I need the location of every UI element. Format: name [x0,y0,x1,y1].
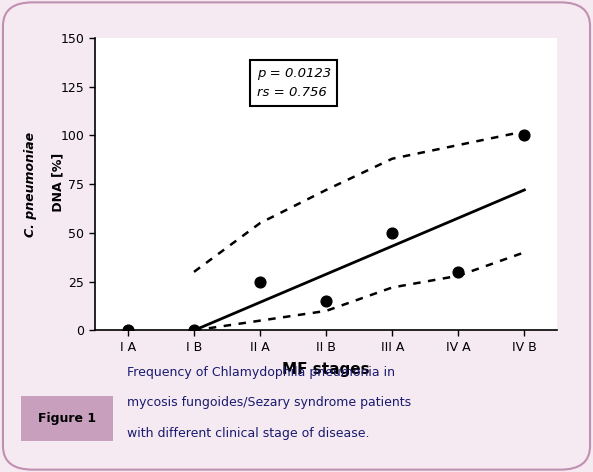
Text: Figure 1: Figure 1 [37,413,96,425]
Point [256,278,265,286]
Point [387,229,397,236]
Text: C. pneumoniae: C. pneumoniae [24,132,37,236]
Text: with different clinical stage of disease.: with different clinical stage of disease… [127,427,370,440]
Point [454,268,463,276]
Text: Frequency of Chlamydophila pneumonia in: Frequency of Chlamydophila pneumonia in [127,366,396,379]
Text: p = 0.0123
rs = 0.756: p = 0.0123 rs = 0.756 [257,67,331,99]
Text: mycosis fungoides/Sezary syndrome patients: mycosis fungoides/Sezary syndrome patien… [127,396,412,410]
Point [123,327,133,334]
X-axis label: MF stages: MF stages [282,362,370,377]
Point [519,132,529,139]
Text: DNA [%]: DNA [%] [52,152,65,216]
Point [321,297,331,305]
Point [189,327,199,334]
